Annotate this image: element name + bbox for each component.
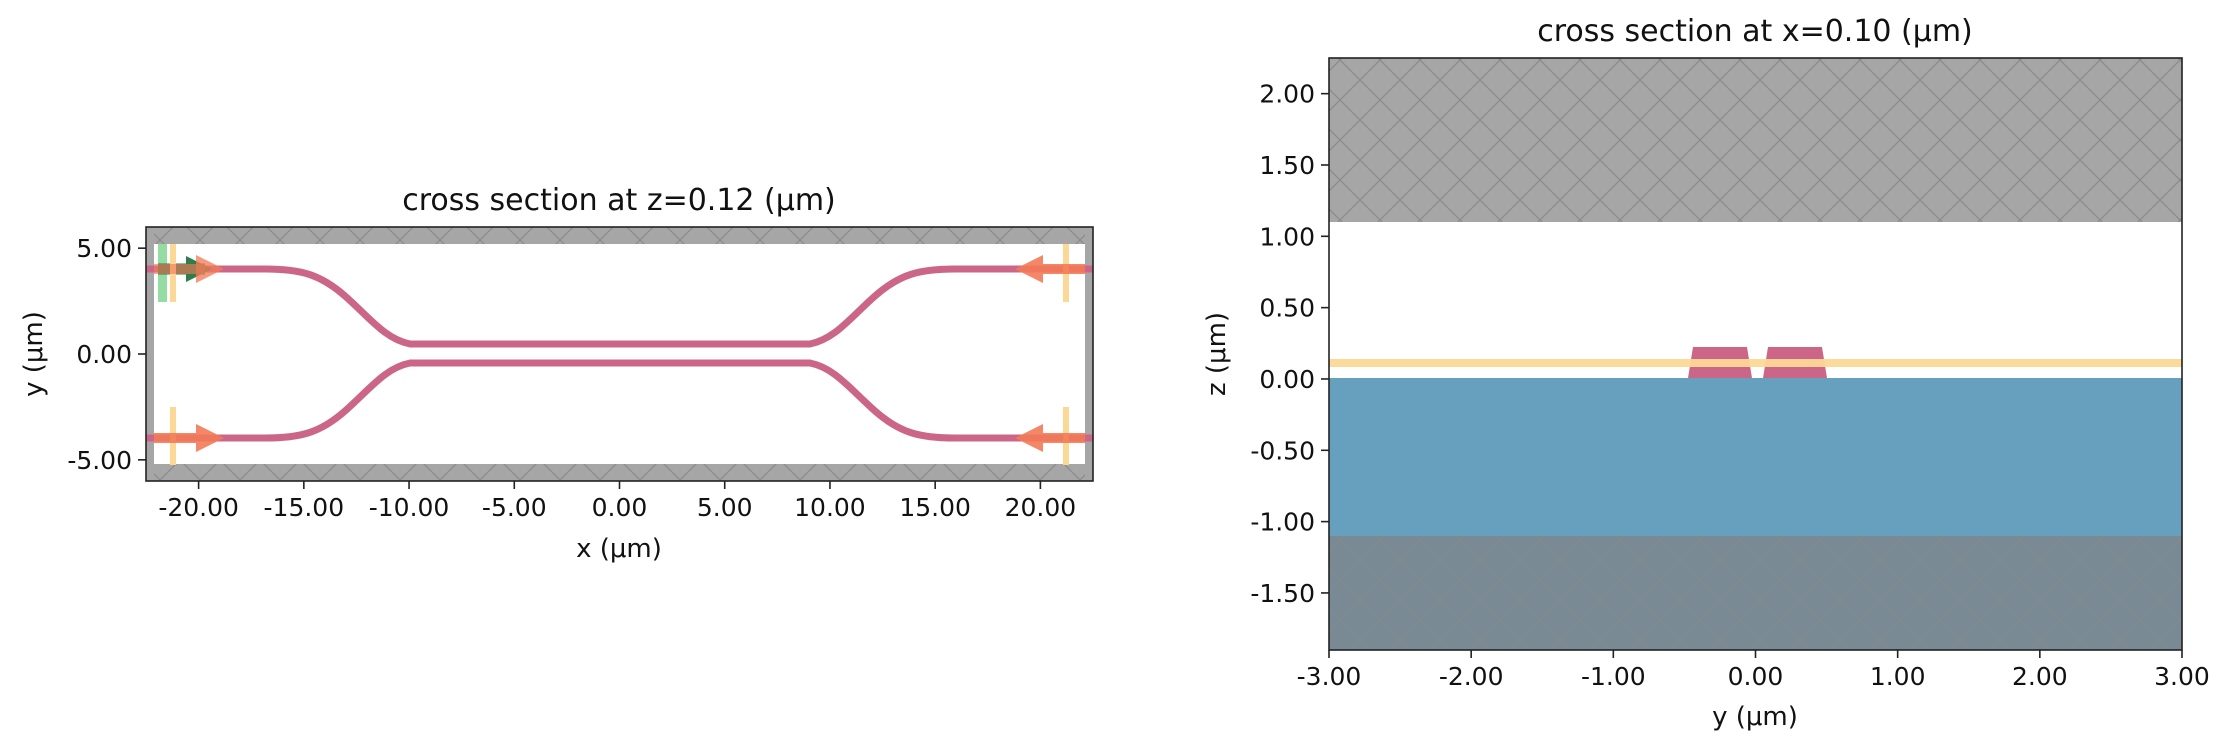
right-panel-title: cross section at x=0.10 (μm) [1537, 14, 1973, 49]
left-y-tick-label: -5.00 [67, 446, 132, 475]
monitor-arrow-right-bottom [1015, 424, 1043, 452]
left-x-tick-label: -20.00 [158, 493, 239, 522]
left-x-tick-label: -15.00 [264, 493, 345, 522]
right-y-axis-label: z (μm) [1202, 312, 1232, 396]
left-plot-area [146, 227, 1093, 481]
left-x-tick-label: 0.00 [592, 493, 648, 522]
left-pml-right [1085, 227, 1093, 481]
right-y-tick-label: 1.00 [1259, 222, 1315, 251]
right-y-tick-label: 0.50 [1259, 294, 1315, 323]
monitor-arrow-left-top [196, 255, 224, 283]
left-y-axis-label: y (μm) [19, 311, 49, 397]
right-y-tick-label: 2.00 [1259, 80, 1315, 109]
right-x-tick-label: 0.00 [1728, 662, 1784, 691]
monitor-arrow-right-top [1015, 255, 1043, 283]
right-x-ticks: -3.00 -2.00 -1.00 0.00 1.00 2.00 3.00 [1297, 650, 2210, 691]
left-x-ticks: -20.00 -15.00 -10.00 -5.00 0.00 5.00 10.00 15.0… [158, 481, 1076, 522]
left-panel-title: cross section at z=0.12 (μm) [402, 183, 836, 218]
right-panel: cross section at x=0.10 (μm) -3.00 -2.00-… [1202, 14, 2210, 732]
monitor-plane [1329, 359, 2182, 367]
right-x-tick-label: -1.00 [1581, 662, 1646, 691]
substrate [1329, 378, 2182, 536]
left-x-tick-label: -5.00 [482, 493, 547, 522]
left-x-tick-label: 15.00 [899, 493, 971, 522]
left-y-tick-label: 0.00 [76, 340, 132, 369]
left-pml-left [146, 227, 154, 481]
right-x-axis-label: y (μm) [1712, 702, 1798, 732]
right-y-tick-label: -1.50 [1250, 579, 1315, 608]
right-y-ticks: 2.00 1.50 1.00 0.50 0.00 -0.50 -1.00 -1.50 [1250, 80, 1329, 608]
right-y-tick-label: 1.50 [1259, 151, 1315, 180]
right-x-tick-label: 3.00 [2154, 662, 2210, 691]
right-x-tick-label: 2.00 [2012, 662, 2068, 691]
right-y-tick-label: -1.00 [1250, 508, 1315, 537]
left-x-tick-label: 10.00 [794, 493, 866, 522]
left-panel: cross section at z=0.12 (μm) [19, 183, 1094, 564]
left-x-tick-label: 20.00 [1005, 493, 1077, 522]
right-y-tick-label: -0.50 [1250, 436, 1315, 465]
left-y-tick-label: 5.00 [76, 234, 132, 263]
left-x-tick-label: 5.00 [697, 493, 753, 522]
left-axes-frame [145, 226, 1094, 482]
right-plot-area [1329, 58, 2182, 650]
left-y-ticks: 5.00 0.00 -5.00 [67, 234, 146, 475]
right-x-tick-label: 1.00 [1870, 662, 1926, 691]
left-x-tick-label: -10.00 [369, 493, 450, 522]
monitor-arrow-left-bottom [196, 424, 224, 452]
right-y-tick-label: 0.00 [1259, 365, 1315, 394]
left-x-axis-label: x (μm) [576, 534, 662, 564]
waveguide-top [146, 265, 1093, 348]
right-x-tick-label: -3.00 [1297, 662, 1362, 691]
waveguide-bottom [146, 359, 1093, 442]
right-x-tick-label: -2.00 [1439, 662, 1504, 691]
